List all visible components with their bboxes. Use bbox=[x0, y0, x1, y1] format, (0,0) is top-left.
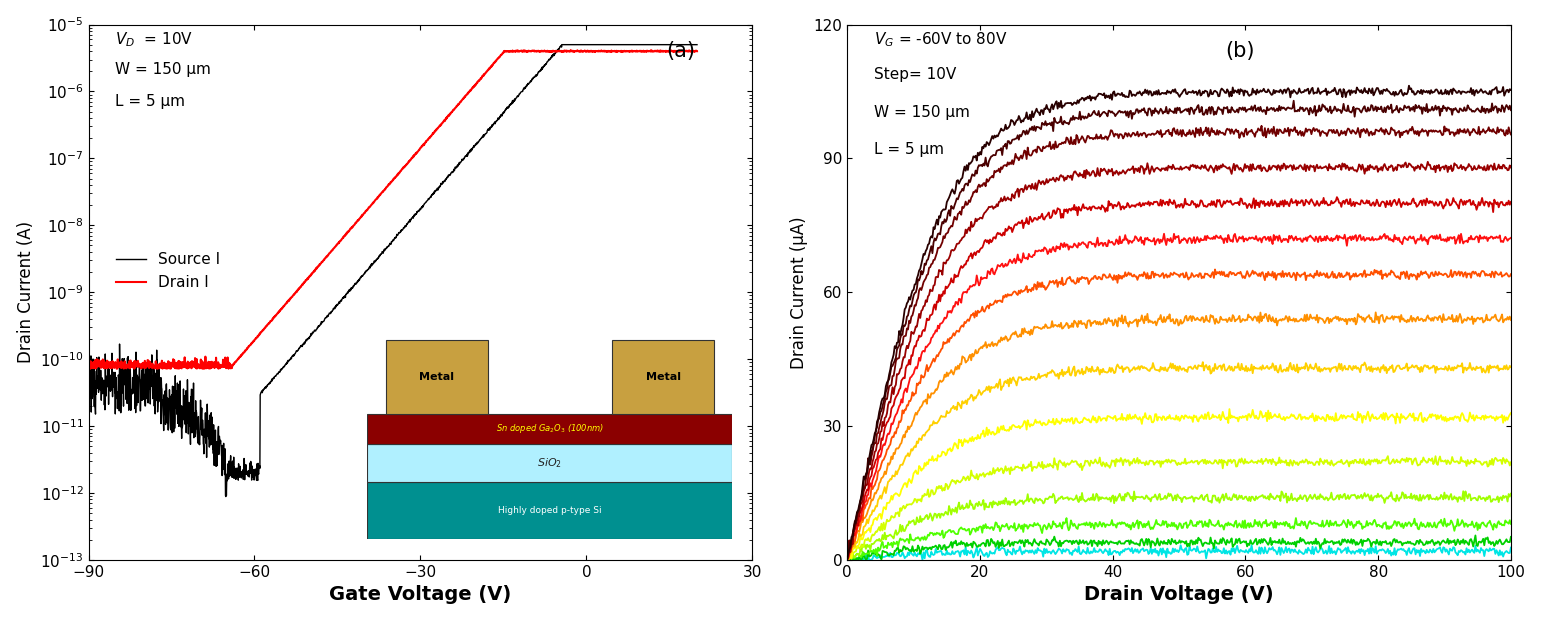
Text: $V_D$  = 10V: $V_D$ = 10V bbox=[116, 30, 193, 48]
Line: Drain I: Drain I bbox=[88, 50, 697, 369]
Text: W = 150 μm: W = 150 μm bbox=[874, 105, 970, 120]
Legend: Source I, Drain I: Source I, Drain I bbox=[109, 247, 227, 296]
Text: L = 5 μm: L = 5 μm bbox=[116, 94, 185, 109]
Drain I bbox=[359, 204, 378, 212]
Text: (b): (b) bbox=[1226, 40, 1255, 61]
Text: $V_G$ = -60V to 80V: $V_G$ = -60V to 80V bbox=[874, 30, 1007, 48]
Line: Source I: Source I bbox=[88, 45, 697, 497]
Source I bbox=[552, 41, 571, 48]
Source I bbox=[111, 340, 130, 348]
Drain I bbox=[375, 186, 393, 194]
Source I bbox=[79, 376, 97, 384]
Text: W = 150 μm: W = 150 μm bbox=[116, 62, 211, 77]
Drain I bbox=[111, 359, 130, 366]
Drain I bbox=[82, 365, 100, 373]
Drain I bbox=[79, 358, 97, 365]
Source I bbox=[671, 41, 689, 48]
Source I bbox=[359, 266, 378, 273]
Text: (a): (a) bbox=[666, 40, 695, 61]
Drain I bbox=[558, 48, 577, 55]
Drain I bbox=[561, 47, 580, 54]
Y-axis label: Drain Current (μA): Drain Current (μA) bbox=[790, 216, 808, 368]
X-axis label: Gate Voltage (V): Gate Voltage (V) bbox=[330, 586, 512, 604]
Text: Step= 10V: Step= 10V bbox=[874, 67, 956, 83]
Drain I bbox=[688, 47, 706, 55]
Source I bbox=[216, 493, 234, 501]
Source I bbox=[671, 41, 689, 48]
Source I bbox=[375, 246, 393, 253]
Drain I bbox=[671, 47, 689, 55]
Drain I bbox=[671, 48, 689, 55]
Source I bbox=[688, 41, 706, 48]
X-axis label: Drain Voltage (V): Drain Voltage (V) bbox=[1084, 586, 1274, 604]
Y-axis label: Drain Current (A): Drain Current (A) bbox=[17, 221, 34, 363]
Source I bbox=[560, 41, 578, 48]
Text: L = 5 μm: L = 5 μm bbox=[874, 142, 944, 157]
